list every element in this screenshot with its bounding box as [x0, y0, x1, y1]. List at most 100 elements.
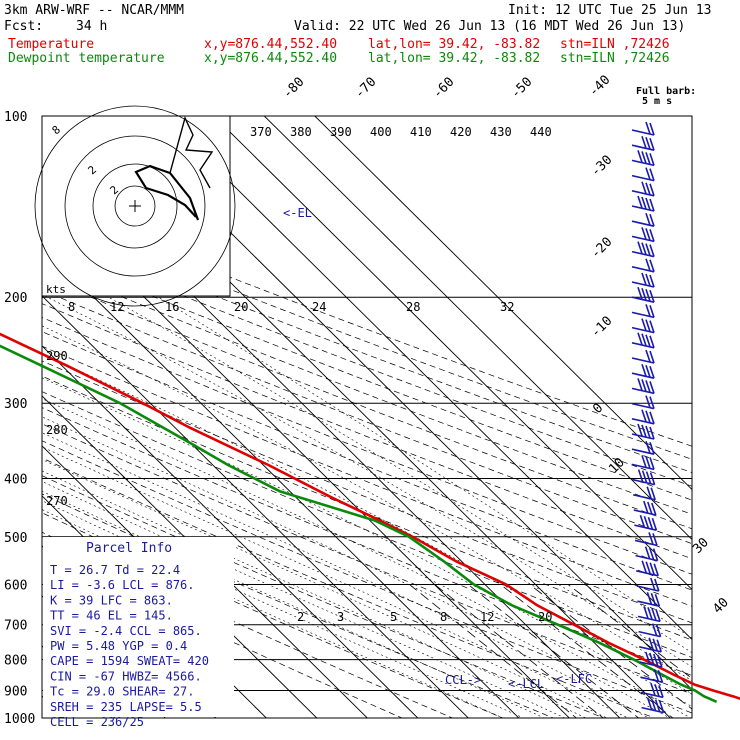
barb-shaft — [631, 266, 655, 273]
dry-adiabat — [42, 423, 692, 695]
wind-barb — [631, 195, 655, 212]
moist-adiabat — [42, 500, 525, 718]
barb-feather — [646, 591, 653, 605]
temperature-legend: Temperature — [8, 37, 95, 52]
theta-label: 280 — [46, 423, 68, 437]
barb-feather — [650, 683, 656, 696]
wind-barb — [641, 697, 665, 714]
isotherm-label: -50 — [508, 75, 535, 102]
barb-feather — [645, 273, 651, 287]
barb-feather — [637, 150, 643, 163]
hodograph-ring — [114, 185, 156, 227]
barb-shaft — [632, 478, 655, 486]
barb-feather — [645, 182, 651, 196]
barb-shaft — [631, 296, 655, 303]
wind-barb — [631, 181, 655, 197]
hodograph-ring — [92, 163, 178, 249]
barb-shaft — [633, 494, 656, 501]
dry-adiabat — [42, 263, 692, 515]
dry-adiabat — [42, 375, 692, 641]
wind-barb — [631, 272, 655, 288]
barb-feather — [651, 517, 658, 531]
pressure-tick-label: 200 — [4, 291, 27, 306]
barb-feather — [643, 515, 650, 529]
barb-shaft — [631, 463, 655, 471]
barb-feather — [649, 168, 655, 181]
isotherm — [263, 116, 692, 541]
dewpoint-xy: x,y=876.44,552.40 — [204, 51, 338, 66]
moist-adiabat — [42, 470, 587, 718]
dry-adiabat — [42, 250, 692, 501]
wind-barb — [640, 683, 664, 699]
isotherm-label: 30 — [690, 535, 712, 557]
isotherm-label: 40 — [710, 595, 732, 617]
temperature-trace — [0, 332, 740, 700]
pressure-tick-label: 800 — [4, 654, 27, 669]
dry-adiabat — [42, 475, 605, 718]
mixing-ratio-line — [467, 584, 640, 718]
barb-feather — [649, 153, 655, 166]
barb-feather — [645, 395, 651, 408]
ccl-marker: CCL-> — [445, 673, 481, 687]
dewpoint-latlon: lat,lon= 39.42, -83.82 — [368, 51, 541, 66]
theta-top-label: 420 — [450, 125, 472, 139]
barb-feather — [637, 195, 643, 209]
parcel-box-bg — [43, 537, 234, 717]
barb-feather — [645, 334, 651, 348]
parcel-row: T = 26.7 Td = 22.4 — [50, 563, 180, 577]
barb-feather — [641, 424, 647, 438]
barb-legend-unit: 5 m s — [642, 96, 672, 107]
barb-feather — [649, 365, 655, 379]
barb-feather — [654, 699, 661, 712]
barb-shaft — [631, 281, 655, 288]
barb-feather — [645, 136, 651, 150]
isotherm-label: -30 — [588, 153, 615, 180]
wind-barb — [631, 395, 655, 410]
wind-barb — [633, 500, 657, 516]
barb-feather — [649, 426, 655, 440]
barb-feather — [637, 332, 643, 346]
barb-feather — [648, 637, 654, 651]
barb-feather — [645, 456, 651, 469]
barb-feather — [645, 471, 652, 484]
barb-feather — [654, 593, 661, 607]
wind-barb — [631, 455, 655, 471]
hodograph-speed-label: 16 — [165, 300, 179, 314]
mixing-ratio-line — [409, 584, 578, 718]
wind-barb — [631, 409, 655, 425]
temperature-stn: stn=ILN ,72426 — [560, 37, 670, 52]
barb-feather — [648, 547, 655, 560]
barb-feather — [641, 470, 648, 483]
barb-feather — [645, 212, 651, 226]
barb-feather — [649, 213, 655, 227]
wind-barb — [633, 486, 656, 501]
hodograph-speed-label: 28 — [406, 300, 420, 314]
wind-barb — [639, 651, 663, 668]
mixing-ratio-label: 20 — [538, 610, 552, 624]
barb-feather — [650, 577, 656, 591]
barb-feather — [654, 684, 660, 697]
wind-barb — [631, 135, 655, 151]
theta-top-label: 390 — [330, 125, 352, 139]
barb-feather — [645, 152, 651, 165]
dewpoint-legend: Dewpoint temperature — [8, 51, 165, 66]
barb-shaft — [631, 357, 655, 364]
parcel-row: CAPE = 1594 SWEAT= 420 — [50, 654, 209, 668]
barb-feather — [645, 561, 651, 575]
barb-legend-title: Full barb: — [636, 86, 696, 97]
barb-feather — [649, 274, 655, 288]
isotherm — [42, 345, 419, 718]
wind-barb — [634, 514, 658, 531]
barb-feather — [641, 455, 647, 468]
hodograph-trace — [134, 164, 200, 221]
barb-shaft — [637, 615, 661, 623]
wind-barb — [631, 227, 655, 243]
barb-feather — [641, 151, 647, 164]
barb-feather — [641, 379, 647, 392]
barb-feather — [651, 502, 657, 516]
barb-feather — [647, 501, 653, 515]
lcl-marker: <-LCL — [508, 677, 544, 691]
barb-feather — [645, 319, 651, 332]
